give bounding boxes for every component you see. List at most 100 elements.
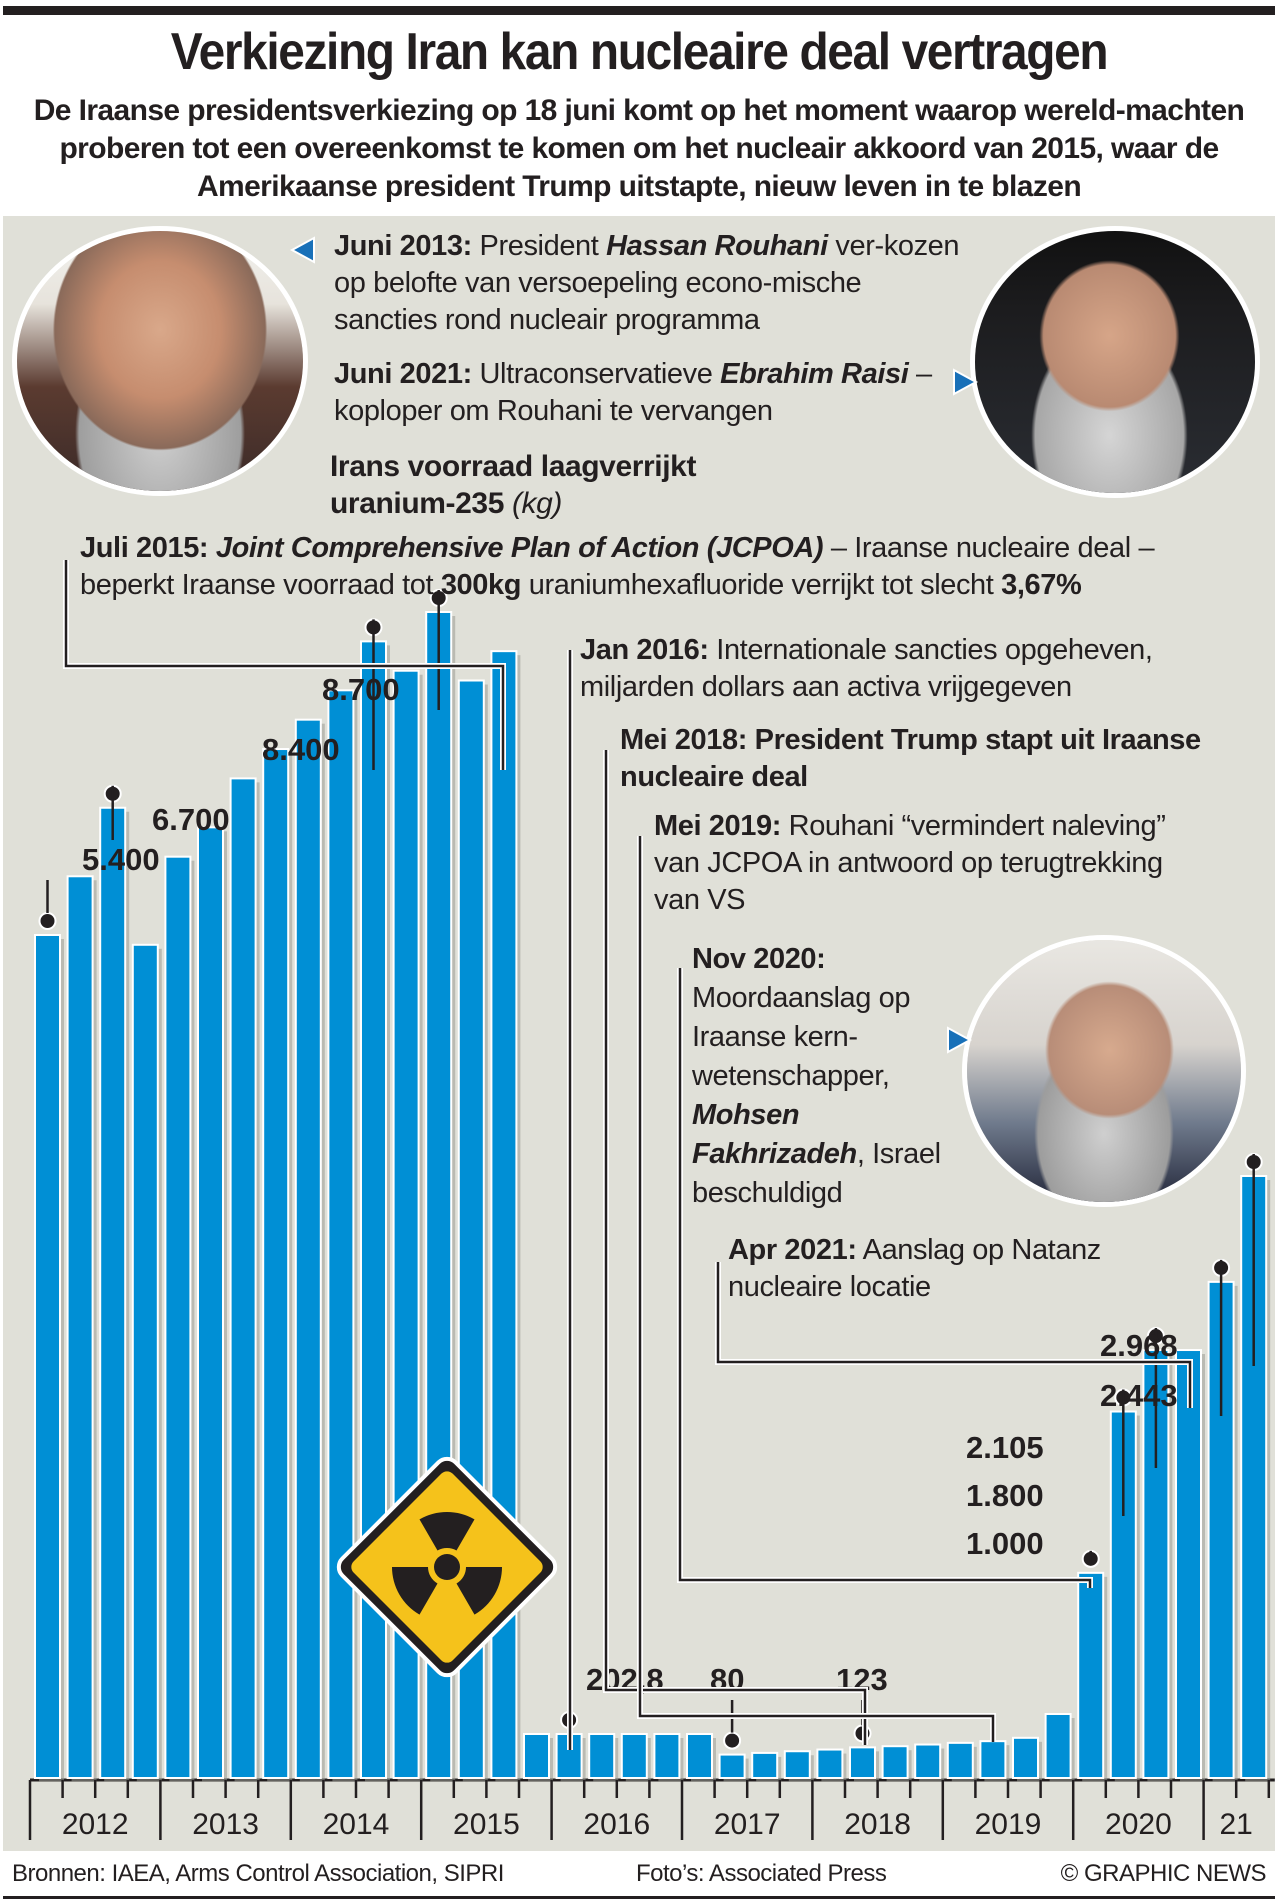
x-tick-label: 2013 bbox=[192, 1808, 259, 1841]
fakhrizadeh-photo bbox=[962, 935, 1246, 1207]
annotation-text: uraniumhexafluoride verrijkt tot slecht bbox=[528, 569, 994, 601]
value-label: 1.800 bbox=[966, 1478, 1044, 1513]
bar bbox=[979, 1740, 1007, 1779]
annotation-date: Juli 2015: bbox=[80, 532, 209, 564]
annotation-name: Joint Comprehensive Plan of Action (JCPO… bbox=[215, 532, 824, 564]
event-connector-line bbox=[716, 1262, 1192, 1408]
arrow-left-icon bbox=[289, 236, 315, 264]
annotation-highlight: 300kg bbox=[440, 569, 522, 601]
bar bbox=[34, 934, 61, 1779]
rouhani-photo bbox=[12, 226, 308, 496]
arrow-right-icon bbox=[953, 368, 979, 396]
x-tick-label: 2015 bbox=[453, 1808, 520, 1841]
value-label: 1.000 bbox=[966, 1526, 1044, 1561]
event-connector-line bbox=[64, 560, 505, 770]
x-tick-label: 2012 bbox=[62, 1808, 129, 1841]
x-tick-label: 2016 bbox=[583, 1808, 650, 1841]
annotation-juli-2015: Juli 2015: Joint Comprehensive Plan of A… bbox=[80, 530, 1220, 604]
bar bbox=[66, 875, 94, 1779]
annotation-date: Juni 2013: bbox=[334, 230, 472, 262]
bar bbox=[164, 855, 192, 1779]
value-label: 6.700 bbox=[152, 802, 230, 837]
photo-credit: Foto’s: Associated Press bbox=[636, 1860, 887, 1887]
event-connector-line bbox=[678, 968, 1092, 1588]
annotation-text: Rouhani “vermindert naleving” van JCPOA … bbox=[654, 810, 1166, 916]
bar bbox=[783, 1750, 811, 1780]
radiation-hazard-icon bbox=[336, 1456, 558, 1678]
raisi-photo bbox=[970, 226, 1260, 498]
bar bbox=[620, 1733, 648, 1779]
value-label: 8.700 bbox=[322, 672, 400, 707]
bar bbox=[1077, 1571, 1105, 1779]
annotation-jan-2016: Jan 2016: Internationale sancties opgehe… bbox=[580, 632, 1270, 706]
chart-title: Irans voorraad laagverrijkt uranium-235 bbox=[330, 450, 697, 520]
annotation-text: , Israel beschuldigd bbox=[692, 1138, 941, 1209]
annotation-text: Aanslag op Natanz nucleaire locatie bbox=[728, 1234, 1101, 1303]
copyright: © GRAPHIC NEWS bbox=[1060, 1860, 1267, 1887]
arrow-right-icon bbox=[947, 1026, 973, 1054]
bottom-rule bbox=[3, 1896, 1275, 1899]
bar bbox=[816, 1748, 844, 1780]
annotation-mei-2019: Mei 2019: Rouhani “vermindert naleving” … bbox=[654, 808, 1214, 919]
page-subtitle: De Iraanse presidentsverkiezing op 18 ju… bbox=[33, 94, 1245, 203]
bar bbox=[229, 777, 257, 1779]
annotation-person: Mohsen Fakhrizadeh bbox=[692, 1099, 857, 1170]
annotation-date: Apr 2021: bbox=[728, 1234, 857, 1266]
annotation-text: ver-kozen op belofte van versoepeling ec… bbox=[334, 230, 960, 336]
annotation-date: Juni 2021: bbox=[334, 358, 472, 390]
bar bbox=[1240, 1175, 1268, 1779]
bar bbox=[1012, 1736, 1039, 1780]
x-tick-label: 21 bbox=[1220, 1808, 1253, 1841]
annotation-text: Moordaanslag op Iraanse kern-wetenschapp… bbox=[692, 982, 911, 1092]
value-label: 2.443 bbox=[1100, 1378, 1178, 1413]
bar bbox=[588, 1733, 616, 1779]
annotation-highlight: 3,67% bbox=[1001, 569, 1082, 601]
sources-credit: Bronnen: IAEA, Arms Control Association,… bbox=[12, 1860, 504, 1887]
value-label: 2.968 bbox=[1100, 1328, 1178, 1363]
value-marker-dot bbox=[38, 912, 57, 930]
bar bbox=[294, 718, 322, 1780]
annotation-apr-2021: Apr 2021: Aanslag op Natanz nucleaire lo… bbox=[728, 1232, 1128, 1306]
value-label: 2.105 bbox=[966, 1430, 1044, 1465]
bar bbox=[523, 1733, 550, 1779]
page-title: Verkiezing Iran kan nucleaire deal vertr… bbox=[170, 23, 1109, 81]
annotation-mei-2018: Mei 2018: President Trump stapt uit Iraa… bbox=[620, 722, 1220, 796]
value-label: 5.400 bbox=[82, 842, 160, 877]
x-tick-label: 2018 bbox=[844, 1808, 911, 1841]
x-tick-label: 2017 bbox=[714, 1808, 781, 1841]
bar bbox=[881, 1745, 909, 1779]
annotation-date: Mei 2018: bbox=[620, 724, 747, 756]
value-label: 8.400 bbox=[262, 732, 340, 767]
bar bbox=[914, 1743, 942, 1779]
bar bbox=[197, 826, 224, 1779]
annotation-juni-2021: Juni 2021: Ultraconservatieve Ebrahim Ra… bbox=[334, 356, 974, 430]
bar bbox=[99, 806, 127, 1779]
annotation-person: Ebrahim Raisi bbox=[720, 358, 909, 390]
annotation-date: Nov 2020: bbox=[692, 943, 826, 975]
bar bbox=[1175, 1349, 1202, 1779]
bar bbox=[1044, 1713, 1072, 1779]
annotation-date: Jan 2016: bbox=[580, 634, 709, 666]
bar bbox=[327, 689, 355, 1780]
x-tick-label: 2020 bbox=[1105, 1808, 1172, 1841]
value-marker-dot bbox=[723, 1731, 742, 1750]
annotation-nov-2020: Nov 2020: Moordaanslag op Iraanse kern-w… bbox=[692, 940, 942, 1213]
bar bbox=[946, 1741, 974, 1779]
bar bbox=[718, 1753, 746, 1779]
bar bbox=[849, 1746, 876, 1779]
annotation-date: Mei 2019: bbox=[654, 810, 781, 842]
x-tick-label: 2019 bbox=[975, 1808, 1042, 1841]
bar bbox=[131, 943, 159, 1779]
chart-heading: Irans voorraad laagverrijkt uranium-235 … bbox=[330, 448, 750, 522]
bar bbox=[751, 1751, 779, 1780]
bar bbox=[653, 1733, 681, 1779]
top-rule bbox=[3, 6, 1275, 15]
annotation-text: – Iraanse nucleaire deal – beperkt Iraan… bbox=[80, 532, 1155, 601]
annotation-text: Ultraconservatieve bbox=[479, 358, 713, 390]
annotation-text: – koploper om Rouhani te vervangen bbox=[334, 358, 932, 427]
bar bbox=[262, 748, 290, 1779]
annotation-text: President bbox=[479, 230, 599, 262]
chart-unit: (kg) bbox=[511, 487, 563, 520]
bar bbox=[686, 1733, 713, 1779]
annotation-text: President Trump stapt uit Iraanse nuclea… bbox=[620, 724, 1201, 793]
